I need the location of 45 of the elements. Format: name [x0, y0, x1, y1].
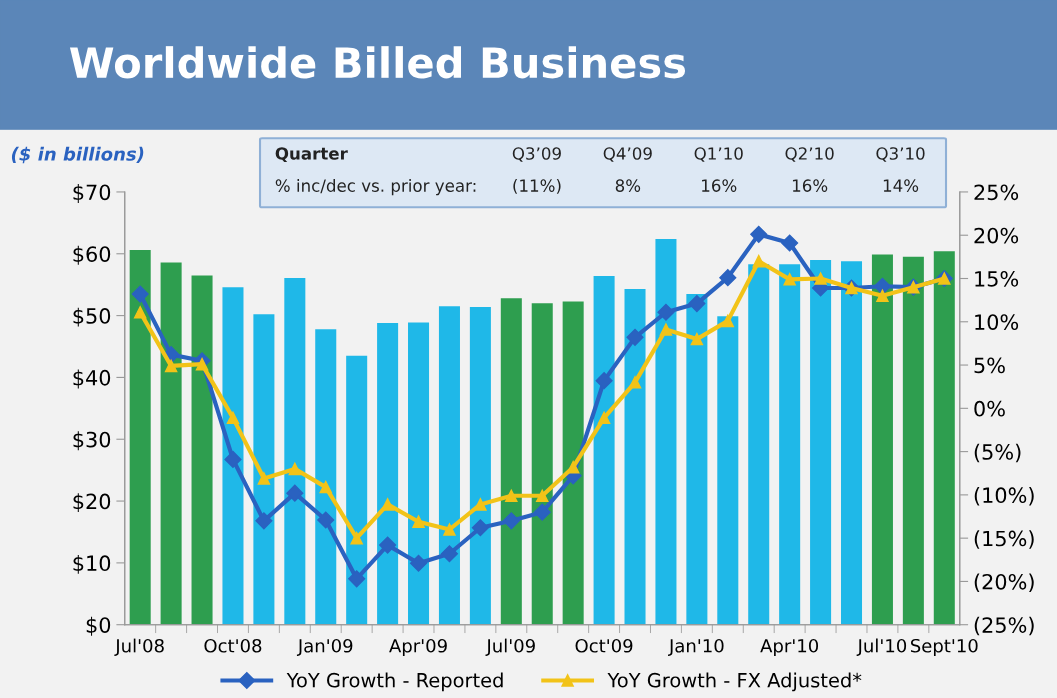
y2-tick-label: (5%) — [974, 443, 1021, 463]
x-tick-label: Jul'08 — [114, 638, 164, 656]
legend-label: YoY Growth - Reported — [286, 672, 503, 692]
y2-tick-label: 20% — [974, 227, 1019, 244]
text: Q4’09 — [603, 147, 652, 162]
y-axis-title: ($ in billions) — [11, 146, 144, 164]
y-tick-label: $20 — [73, 493, 111, 513]
legend-label: YoY Growth - FX Adjusted* — [607, 672, 862, 692]
y2-tick-label: 0% — [974, 400, 1005, 417]
y-tick-label: $50 — [73, 307, 111, 327]
y2-tick-label: 5% — [974, 357, 1005, 374]
y2-tick-label: (15%) — [974, 530, 1034, 549]
annotation: % inc/dec vs. prior year: — [275, 179, 476, 196]
y-tick-label: $30 — [73, 431, 111, 451]
text: 16% — [702, 179, 737, 192]
y-tick-label: $60 — [73, 245, 111, 265]
x-tick-label: Oct'08 — [204, 638, 262, 653]
y-tick-label: $10 — [73, 554, 111, 574]
text: Quarter — [275, 147, 348, 162]
y-tick-label: $70 — [73, 184, 111, 203]
annotation: (11%) — [513, 179, 561, 194]
text: 8% — [615, 179, 641, 192]
x-tick-label: Sept'10 — [910, 638, 978, 657]
x-tick-label: Oct'09 — [575, 638, 633, 653]
x-tick-label: Apr'09 — [389, 638, 447, 657]
x-tick-label: Jul'09 — [485, 638, 535, 656]
y2-tick-label: 15% — [975, 270, 1019, 287]
y2-tick-label: 10% — [975, 314, 1019, 330]
x-tick-label: Apr'10 — [760, 638, 819, 657]
text: 16% — [792, 179, 828, 192]
y2-tick-label: 25% — [974, 184, 1019, 201]
text: Q1’10 — [694, 147, 743, 162]
y2-tick-label: (10%) — [974, 486, 1034, 506]
x-tick-label: Jan'09 — [296, 638, 353, 656]
text: Q3’10 — [876, 147, 925, 162]
text: 14% — [883, 179, 919, 192]
text: Q2’10 — [785, 147, 834, 162]
y2-tick-label: (25%) — [974, 616, 1034, 636]
y2-tick-label: (20%) — [974, 573, 1034, 593]
x-tick-label: Jan'10 — [668, 638, 724, 656]
text: Q3’09 — [512, 147, 561, 162]
chart-title: Worldwide Billed Business — [69, 46, 686, 79]
x-tick-label: Jul'10 — [856, 638, 907, 656]
y-tick-label: $40 — [73, 369, 111, 389]
y-tick-label: $0 — [86, 616, 111, 636]
